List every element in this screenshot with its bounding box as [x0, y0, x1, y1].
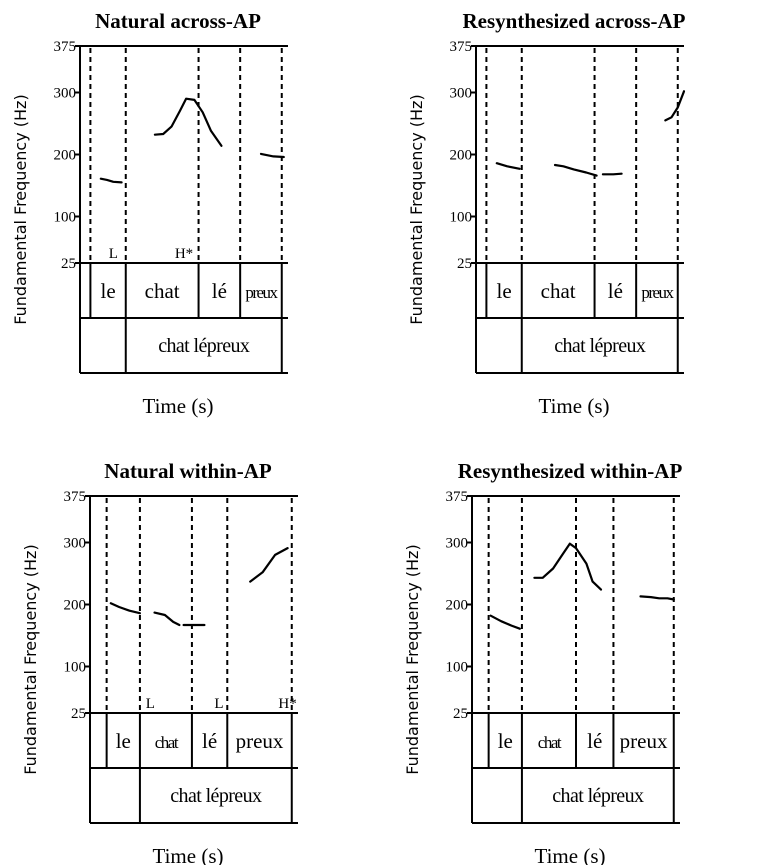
y-tick-label: 375 [64, 489, 87, 505]
f0-contour [153, 97, 223, 147]
tone-label: L [109, 246, 118, 262]
f0-contour [533, 542, 603, 591]
phrase-label: chat lépreux [170, 785, 262, 807]
tone-label: L [146, 696, 155, 712]
y-tick-label: 200 [450, 148, 473, 164]
word-label: preux [236, 729, 284, 753]
chart-panel-4: Resynthesized within-AP 25 100 200 300 375 Fun… [403, 459, 682, 865]
y-tick-label: 300 [450, 86, 473, 102]
chart-panel-2: Resynthesized across-AP 25 100 200 300 375 Fun… [407, 9, 686, 418]
tone-label: L [214, 696, 223, 712]
word-label: le [116, 729, 131, 753]
word-label: chat [145, 279, 180, 303]
y-axis-label: Fundamental Frequency (Hz) [11, 94, 30, 324]
y-tick-label: 200 [446, 598, 469, 614]
word-label: lé [587, 729, 602, 753]
y-tick-label: 25 [61, 256, 76, 272]
f0-contour [249, 546, 289, 583]
y-tick-label: 375 [446, 489, 469, 505]
chart-title: Natural within-AP [104, 459, 272, 483]
y-tick-label: 300 [54, 86, 77, 102]
word-label: chat [541, 279, 576, 303]
word-label: preux [641, 283, 674, 302]
y-tick-label: 25 [453, 706, 468, 722]
y-tick-label: 200 [54, 148, 77, 164]
tone-label: H* [278, 696, 296, 712]
y-tick-label: 25 [457, 256, 472, 272]
y-axis-label: Fundamental Frequency (Hz) [21, 544, 40, 774]
word-label: le [497, 279, 512, 303]
word-label: chat [538, 733, 562, 752]
f0-contour [601, 172, 623, 176]
word-label: chat [155, 733, 179, 752]
f0-contour [99, 177, 123, 184]
chart-panel-3: Natural within-AP 25 100 200 300 375 Fundament… [21, 459, 298, 865]
phrase-label: chat lépreux [158, 335, 250, 357]
phrase-label: chat lépreux [554, 335, 646, 357]
y-tick-label: 300 [446, 536, 469, 552]
y-tick-label: 200 [64, 598, 87, 614]
word-label: preux [620, 729, 668, 753]
tone-label: H* [175, 246, 193, 262]
chart-title: Resynthesized within-AP [458, 459, 683, 483]
chart-panel-1: Natural across-AP 25 100 200 300 375 Fundament… [11, 9, 288, 418]
y-axis-label: Fundamental Frequency (Hz) [407, 94, 426, 324]
y-tick-label: 300 [64, 536, 87, 552]
word-label: lé [212, 279, 227, 303]
word-label: preux [245, 283, 278, 302]
f0-contour [639, 595, 675, 601]
y-tick-label: 375 [54, 39, 77, 55]
y-tick-label: 100 [446, 660, 469, 676]
f0-contour [553, 163, 598, 177]
x-axis-label: Time (s) [539, 394, 610, 418]
f0-contour [489, 614, 521, 630]
f0-contour [495, 162, 521, 170]
f0-contour [259, 152, 285, 159]
y-tick-label: 375 [450, 39, 473, 55]
f0-contour [109, 602, 141, 615]
x-axis-label: Time (s) [153, 844, 224, 865]
y-tick-label: 25 [71, 706, 86, 722]
chart-title: Resynthesized across-AP [462, 9, 685, 33]
word-label: le [101, 279, 116, 303]
f0-contour [153, 611, 181, 627]
y-tick-label: 100 [64, 660, 87, 676]
word-label: lé [608, 279, 623, 303]
word-label: le [498, 729, 513, 753]
y-tick-label: 100 [54, 210, 77, 226]
f0-contour [664, 90, 686, 122]
phrase-label: chat lépreux [552, 785, 644, 807]
x-axis-label: Time (s) [143, 394, 214, 418]
chart-title: Natural across-AP [95, 9, 261, 33]
y-tick-label: 100 [450, 210, 473, 226]
word-label: lé [202, 729, 217, 753]
y-axis-label: Fundamental Frequency (Hz) [403, 544, 422, 774]
x-axis-label: Time (s) [535, 844, 606, 865]
